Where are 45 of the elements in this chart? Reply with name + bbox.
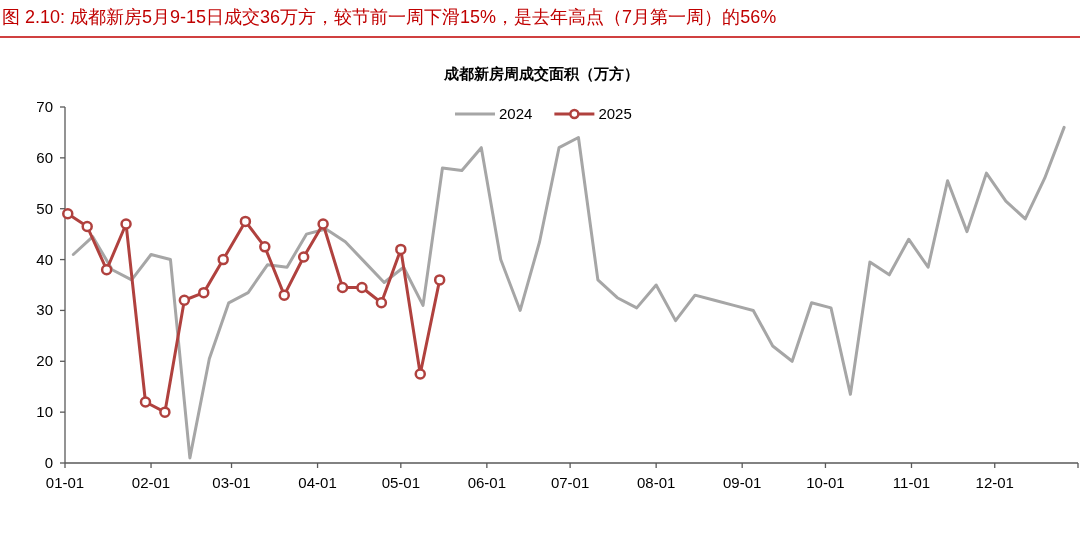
x-tick-label: 08-01 [636,474,676,491]
point [100,263,113,276]
x-tick-label: 10-01 [806,474,845,491]
point [356,281,368,294]
y-tick-label: 40 [36,250,53,268]
x-tick-label: 12-01 [975,474,1014,491]
legend-label: 2024 [499,105,533,122]
x-tick-label: 09-01 [723,474,762,491]
x-tick-label: 01-01 [45,474,85,491]
point [336,281,349,294]
point [159,406,171,418]
point [433,274,446,286]
point [259,241,271,253]
point [375,297,388,309]
chart-subtitle: 成都新房周成交面积（万方） [443,65,639,82]
x-tick-label: 07-01 [550,474,590,491]
x-tick-label: 05-01 [381,474,420,491]
point [278,289,290,301]
point [395,243,407,256]
y-tick-label: 50 [36,199,53,217]
point [414,368,426,380]
x-tick-label: 04-01 [298,474,337,491]
y-tick-label: 20 [36,352,53,370]
point [120,218,132,230]
point [81,220,93,233]
title: 图 2.10: 成都新房5月9-15日成交36万方，较节前一周下滑15%，是去年高点（7月第一周）的56% [2,7,777,27]
point [239,215,252,228]
x-tick-label: 11-01 [892,474,931,491]
point [62,208,74,220]
point [217,253,229,266]
legend-label: 2025 [598,105,632,122]
x-tick-label: 02-01 [131,474,171,491]
point [297,251,310,263]
point [317,218,329,230]
y-tick-label: 70 [36,98,53,115]
y-tick-label: 60 [36,148,53,166]
point [198,286,210,299]
y-tick-label: 30 [36,301,53,319]
y-tick-label: 10 [36,403,53,421]
x-tick-label: 06-01 [467,474,507,491]
point [178,294,191,307]
point [139,396,152,408]
x-tick-label: 03-01 [212,474,251,491]
y-tick-label: 0 [44,454,53,471]
line-series [71,125,1066,460]
